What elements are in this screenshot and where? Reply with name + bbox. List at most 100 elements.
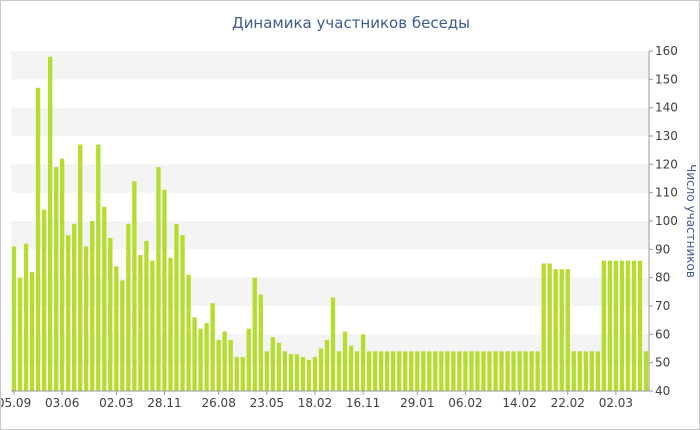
y-tick-label: 160 bbox=[655, 44, 678, 58]
bar bbox=[180, 235, 185, 391]
bar bbox=[403, 351, 408, 391]
bar bbox=[138, 255, 143, 391]
y-axis-label: Число участников bbox=[684, 164, 698, 278]
bar bbox=[66, 235, 71, 391]
bar bbox=[457, 351, 462, 391]
bar bbox=[41, 209, 47, 391]
bar bbox=[198, 328, 203, 391]
bar bbox=[342, 331, 348, 391]
bar bbox=[613, 260, 619, 391]
x-tick-label: 02.03 bbox=[99, 396, 133, 410]
bar bbox=[330, 297, 336, 391]
bar bbox=[252, 277, 257, 391]
bar bbox=[132, 181, 137, 391]
bar bbox=[541, 263, 546, 391]
bar bbox=[631, 260, 637, 391]
bar bbox=[192, 317, 197, 391]
y-tick-label: 80 bbox=[655, 271, 670, 285]
bar bbox=[90, 221, 95, 391]
x-tick-labels: 05.09 03.06 02.03 28.11 26.08 23.05 18.02 16.11… bbox=[1, 396, 633, 410]
axes bbox=[11, 50, 653, 395]
y-tick-label: 120 bbox=[655, 157, 678, 171]
bar bbox=[583, 351, 588, 391]
bar bbox=[59, 158, 65, 391]
bar bbox=[108, 238, 113, 391]
x-tick-label: 02.03 bbox=[599, 396, 633, 410]
bar bbox=[282, 351, 288, 391]
bar bbox=[23, 243, 29, 391]
y-tick-label: 140 bbox=[655, 101, 678, 115]
bar bbox=[204, 323, 209, 391]
x-tick-label: 03.06 bbox=[45, 396, 79, 410]
y-tick-label: 40 bbox=[655, 384, 670, 398]
x-tick-label: 22.02 bbox=[551, 396, 585, 410]
bar bbox=[559, 269, 564, 391]
bar bbox=[234, 357, 239, 391]
bar bbox=[96, 144, 101, 391]
bars bbox=[11, 56, 649, 392]
bar bbox=[156, 167, 161, 391]
bar bbox=[433, 351, 438, 391]
bar bbox=[523, 351, 528, 391]
grid-band bbox=[11, 221, 649, 250]
bar bbox=[84, 246, 89, 391]
bar bbox=[487, 351, 492, 391]
bar bbox=[589, 351, 594, 391]
bar bbox=[29, 272, 35, 391]
y-tick-label: 100 bbox=[655, 214, 678, 228]
bar bbox=[114, 266, 119, 391]
bar bbox=[300, 357, 306, 391]
bar bbox=[228, 340, 233, 391]
bar bbox=[643, 351, 649, 391]
bar bbox=[535, 351, 540, 391]
bar bbox=[469, 351, 474, 391]
bar bbox=[529, 351, 534, 391]
bar bbox=[409, 351, 414, 391]
bar bbox=[288, 354, 294, 391]
y-tick-label: 90 bbox=[655, 242, 670, 256]
bar bbox=[385, 351, 390, 391]
bar bbox=[619, 260, 625, 391]
grid-band bbox=[11, 334, 649, 363]
bar bbox=[445, 351, 450, 391]
x-tick-label: 14.02 bbox=[502, 396, 536, 410]
bar bbox=[415, 351, 420, 391]
bar bbox=[463, 351, 468, 391]
bar bbox=[102, 206, 107, 391]
bar bbox=[126, 223, 131, 391]
bar bbox=[625, 260, 631, 391]
bar bbox=[378, 351, 384, 391]
x-tick-label: 23.05 bbox=[250, 396, 284, 410]
bar bbox=[511, 351, 516, 391]
bar bbox=[120, 280, 125, 391]
bar bbox=[17, 277, 23, 391]
bar bbox=[72, 223, 77, 391]
grid-band bbox=[11, 277, 649, 306]
bar bbox=[186, 274, 191, 391]
bar bbox=[354, 351, 360, 391]
x-tick-label: 16.11 bbox=[346, 396, 380, 410]
bar bbox=[276, 342, 281, 391]
x-tick-label: 18.02 bbox=[298, 396, 332, 410]
bar bbox=[78, 144, 83, 391]
bar bbox=[312, 357, 318, 391]
bar bbox=[264, 351, 269, 391]
bar bbox=[577, 351, 582, 391]
bar bbox=[168, 257, 173, 391]
bar bbox=[324, 340, 330, 391]
bar bbox=[553, 269, 558, 391]
bar bbox=[174, 223, 179, 391]
bar bbox=[481, 351, 486, 391]
bar bbox=[595, 351, 600, 391]
bar bbox=[318, 348, 324, 391]
bar bbox=[47, 56, 53, 392]
bar bbox=[565, 269, 570, 391]
y-tick-labels: 40 50 60 70 80 90 100 110 120 130 140 150 160 bbox=[655, 44, 678, 398]
bar bbox=[53, 167, 59, 391]
x-tick-label: 05.09 bbox=[1, 396, 31, 410]
x-tick-label: 29.01 bbox=[400, 396, 434, 410]
bar bbox=[366, 351, 372, 391]
bar bbox=[547, 263, 552, 391]
bar bbox=[222, 331, 227, 391]
y-tick-label: 50 bbox=[655, 356, 670, 370]
